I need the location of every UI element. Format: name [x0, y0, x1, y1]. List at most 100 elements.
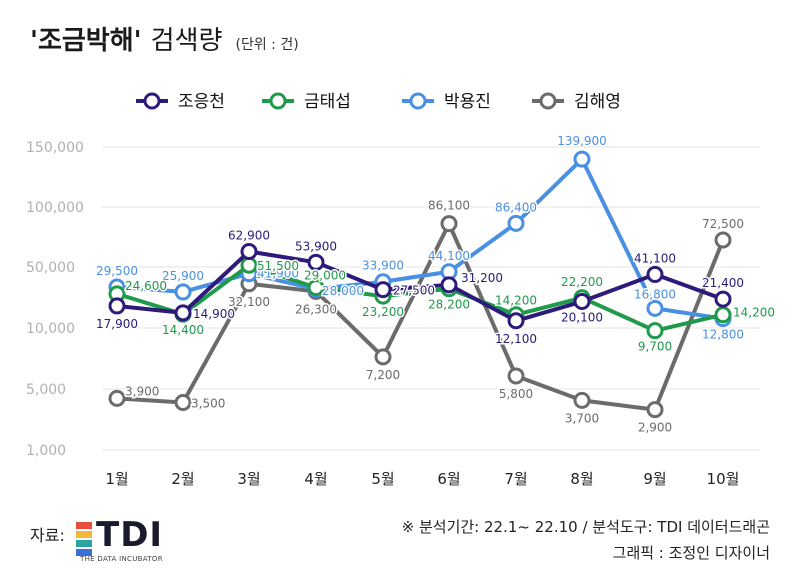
data-label: 86,400	[495, 200, 537, 214]
title-sub: 검색량	[150, 26, 223, 56]
data-label: 5,800	[499, 387, 533, 401]
data-label: 29,500	[96, 264, 138, 278]
data-point	[714, 290, 732, 308]
x-tick-label: 3월	[237, 470, 260, 488]
x-tick-label: 10월	[707, 470, 740, 488]
legend-marker	[539, 92, 557, 110]
series-line	[115, 249, 725, 323]
data-point	[573, 150, 591, 168]
data-label: 7,200	[366, 368, 400, 382]
data-point	[507, 312, 525, 330]
data-label: 86,100	[428, 199, 470, 213]
legend-marker	[409, 92, 427, 110]
data-label: 14,200	[495, 294, 537, 308]
data-point	[240, 256, 258, 274]
data-point	[646, 299, 664, 317]
y-tick-label: 1,000	[26, 443, 66, 459]
legend-item: 조응천	[136, 92, 225, 112]
y-tick-label: 150,000	[26, 140, 84, 156]
data-label: 9,700	[638, 340, 672, 354]
data-point	[573, 293, 591, 311]
legend-item: 김해영	[532, 92, 621, 112]
data-point	[646, 322, 664, 340]
analysis-note: ※ 분석기간: 22.1~ 22.10 / 분석도구: TDI 데이터드래곤	[401, 518, 770, 536]
data-label: 28,000	[322, 284, 364, 298]
series-line	[115, 221, 725, 412]
y-tick-label: 50,000	[26, 260, 75, 276]
data-point	[174, 394, 192, 412]
data-label: 51,500	[257, 259, 299, 273]
logo-text: TDI	[96, 515, 164, 555]
logo-tagline: THE DATA INCUBATOR	[80, 555, 163, 563]
data-label: 62,900	[228, 229, 270, 243]
legend-item: 금태섭	[262, 92, 351, 112]
source-label: 자료:	[30, 526, 65, 545]
data-label: 3,500	[191, 397, 225, 411]
data-label: 17,900	[96, 317, 138, 331]
x-tick-label: 2월	[171, 470, 194, 488]
x-tick-label: 6월	[437, 470, 460, 488]
x-tick-label: 9월	[643, 470, 666, 488]
data-label: 3,900	[125, 384, 159, 398]
data-label: 72,500	[702, 217, 744, 231]
data-label: 12,800	[702, 328, 744, 342]
data-label: 20,100	[561, 311, 603, 325]
data-label: 12,100	[495, 332, 537, 346]
unit-label: (단위 : 건)	[235, 37, 299, 53]
series-0	[108, 243, 732, 330]
data-label: 44,100	[428, 249, 470, 263]
data-label: 27,500	[393, 284, 435, 298]
data-label: 31,200	[461, 271, 503, 285]
data-point	[307, 279, 325, 297]
x-tick-label: 4월	[304, 470, 327, 488]
data-point	[174, 283, 192, 301]
data-label: 3,700	[565, 411, 599, 425]
data-point	[307, 253, 325, 271]
y-tick-label: 100,000	[26, 200, 84, 216]
legend-marker	[143, 92, 161, 110]
data-label: 26,300	[295, 302, 337, 316]
data-point	[646, 401, 664, 419]
chart-title: '조금박해' 검색량 (단위 : 건)	[30, 20, 299, 57]
graphic-credit: 그래픽 : 조정인 디자이너	[612, 544, 770, 562]
data-label: 23,200	[362, 305, 404, 319]
data-point	[573, 391, 591, 409]
data-label: 139,900	[557, 134, 607, 148]
x-tick-label: 8월	[570, 470, 593, 488]
gridlines	[102, 146, 760, 451]
data-label: 33,900	[362, 259, 404, 273]
y-tick-label: 10,000	[26, 321, 75, 337]
x-tick-label: 7월	[504, 470, 527, 488]
data-point	[374, 348, 392, 366]
data-point	[108, 297, 126, 315]
title-main: '조금박해'	[30, 26, 142, 56]
data-point	[240, 243, 258, 261]
series-line	[115, 263, 725, 333]
data-label: 53,900	[295, 239, 337, 253]
legend-label: 김해영	[574, 92, 621, 112]
data-point	[440, 276, 458, 294]
x-tick-label: 5월	[371, 470, 394, 488]
data-label: 41,900	[257, 267, 299, 281]
data-label: 2,900	[638, 421, 672, 435]
data-point	[174, 304, 192, 322]
data-point	[374, 281, 392, 299]
legend-item: 박용진	[402, 92, 491, 112]
data-label: 32,100	[228, 295, 270, 309]
data-point	[646, 265, 664, 283]
data-label: 14,900	[193, 307, 235, 321]
data-point	[440, 215, 458, 233]
legend-label: 조응천	[178, 92, 225, 112]
data-label: 16,800	[634, 287, 676, 301]
data-label: 22,200	[561, 275, 603, 289]
data-label: 24,600	[125, 279, 167, 293]
data-point	[108, 389, 126, 407]
data-label: 21,400	[702, 276, 744, 290]
data-point	[714, 306, 732, 324]
legend-label: 금태섭	[304, 92, 351, 112]
legend-marker	[269, 92, 287, 110]
data-label: 28,200	[428, 298, 470, 312]
data-label: 29,000	[304, 269, 346, 283]
legend-label: 박용진	[444, 92, 491, 112]
